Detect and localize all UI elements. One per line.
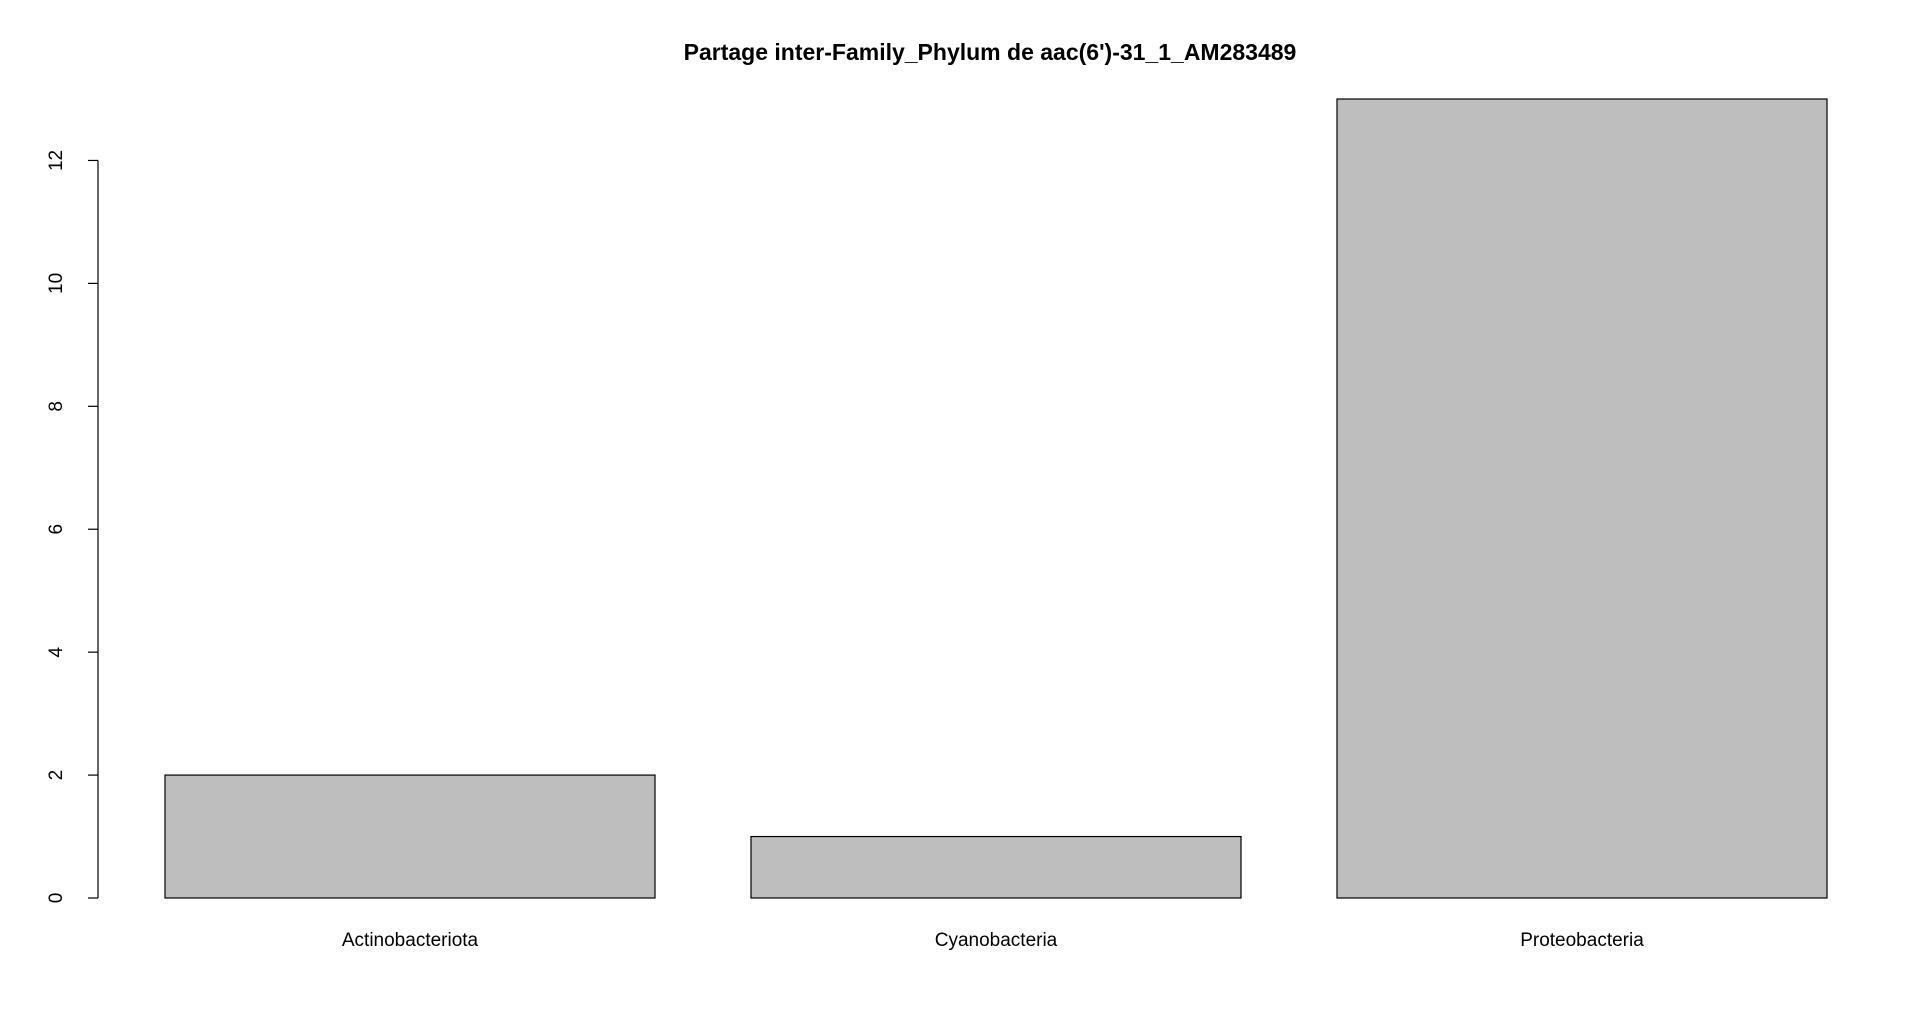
x-labels-group: Actinobacteriota Cyanobacteria Proteobacte… [342, 930, 1644, 951]
x-category-label: Proteobacteria [1520, 930, 1644, 951]
y-tick-label: 2 [46, 770, 67, 781]
bar-proteobacteria [1336, 98, 1828, 899]
bars-group [164, 98, 1828, 899]
y-tick-label: 12 [46, 150, 67, 171]
bar-actinobacteriota [164, 774, 656, 899]
y-tick-label: 6 [46, 524, 67, 535]
y-tick-label: 0 [46, 893, 67, 904]
x-category-label: Actinobacteriota [342, 930, 479, 951]
chart-title: Partage inter-Family_Phylum de aac(6')-3… [684, 39, 1297, 65]
y-tick-label: 4 [46, 646, 67, 657]
bar-cyanobacteria [750, 835, 1242, 899]
y-tick-label: 10 [46, 273, 67, 294]
y-tick-label: 8 [46, 401, 67, 412]
y-axis: 0 2 4 6 8 10 12 [46, 150, 99, 904]
x-category-label: Cyanobacteria [935, 930, 1058, 951]
